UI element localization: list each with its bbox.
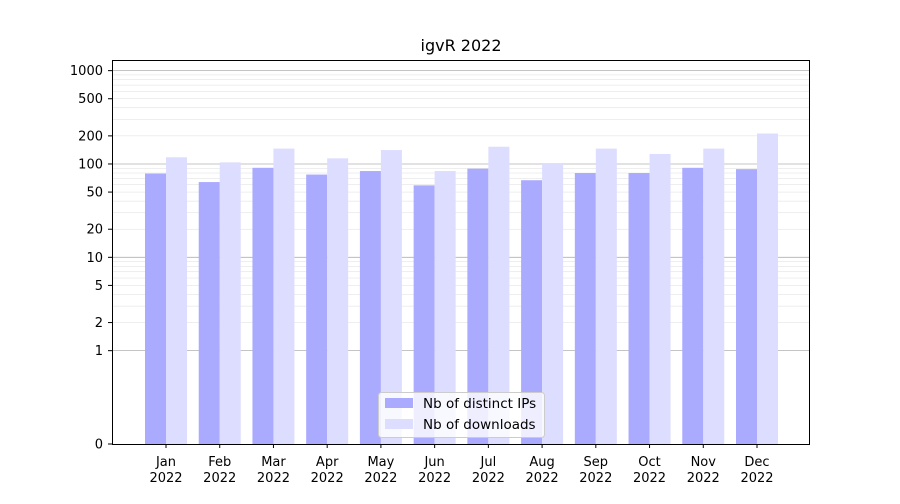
legend: Nb of distinct IPs Nb of downloads xyxy=(378,392,545,438)
x-tick-label-year: 2022 xyxy=(149,471,182,486)
bar-distinct-ips xyxy=(252,167,274,445)
bar-downloads xyxy=(327,158,349,444)
x-tick-label-year: 2022 xyxy=(526,471,559,486)
x-tick-label-month: Sep xyxy=(584,455,609,470)
x-tick-label-year: 2022 xyxy=(687,471,720,486)
plot-frame xyxy=(112,60,810,445)
x-tick-label-month: Apr xyxy=(316,455,339,470)
bars xyxy=(145,133,778,445)
bar-distinct-ips xyxy=(521,180,543,445)
bar-distinct-ips xyxy=(682,167,704,445)
bar-downloads xyxy=(488,146,510,444)
bar-distinct-ips xyxy=(467,168,489,444)
y-tick-label: 10 xyxy=(86,251,103,266)
bar-distinct-ips xyxy=(359,171,381,444)
x-tick-label-month: Dec xyxy=(744,455,769,470)
x-tick-label-year: 2022 xyxy=(472,471,505,486)
legend-label-distinct-ips: Nb of distinct IPs xyxy=(423,396,536,412)
x-tick-label-year: 2022 xyxy=(257,471,290,486)
bar-downloads xyxy=(380,150,402,445)
y-tick-label: 1000 xyxy=(70,64,103,79)
bar-distinct-ips xyxy=(574,173,596,444)
x-tick-label-month: May xyxy=(367,455,394,470)
x-tick-label-month: Oct xyxy=(638,455,660,470)
y-tick-label: 100 xyxy=(78,157,103,172)
bar-distinct-ips xyxy=(628,173,650,444)
bar-downloads xyxy=(649,153,671,444)
bar-distinct-ips xyxy=(198,182,220,445)
y-tick-label: 500 xyxy=(78,92,103,107)
bar-distinct-ips xyxy=(736,169,757,444)
bar-distinct-ips xyxy=(306,174,328,444)
bar-downloads xyxy=(703,148,725,445)
x-tick-label-year: 2022 xyxy=(579,471,612,486)
x-tick-label-month: Nov xyxy=(691,455,717,470)
legend-swatch-distinct-ips xyxy=(385,398,413,408)
bar-distinct-ips xyxy=(413,185,435,444)
x-tick-label-year: 2022 xyxy=(418,471,451,486)
bar-downloads xyxy=(542,163,564,445)
y-tick-label: 1 xyxy=(95,344,103,359)
y-tick-label: 2 xyxy=(95,316,103,331)
legend-box xyxy=(378,392,545,438)
bar-downloads xyxy=(757,133,778,444)
y-tick-label: 5 xyxy=(95,279,103,294)
x-axis-ticks: Jan2022Feb2022Mar2022Apr2022May2022Jun20… xyxy=(149,444,774,486)
y-tick-label: 200 xyxy=(78,129,103,144)
x-tick-label-year: 2022 xyxy=(633,471,666,486)
x-tick-label-month: Feb xyxy=(208,455,231,470)
x-tick-label-month: Mar xyxy=(261,455,286,470)
x-tick-label-month: Jan xyxy=(155,455,176,470)
y-tick-label: 20 xyxy=(86,223,103,238)
y-tick-label: 0 xyxy=(95,438,103,453)
bar-downloads xyxy=(219,162,241,445)
bar-downloads xyxy=(273,148,295,445)
x-tick-label-year: 2022 xyxy=(203,471,236,486)
x-tick-label-month: Jun xyxy=(423,455,444,470)
legend-swatch-downloads xyxy=(385,419,413,429)
bar-distinct-ips xyxy=(145,173,166,445)
bar-downloads xyxy=(166,157,187,444)
x-tick-label-month: Aug xyxy=(529,455,554,470)
x-tick-label-year: 2022 xyxy=(740,471,773,486)
x-tick-label-year: 2022 xyxy=(364,471,397,486)
chart-title: igvR 2022 xyxy=(421,36,502,55)
bar-downloads xyxy=(595,148,617,445)
legend-label-downloads: Nb of downloads xyxy=(423,417,536,433)
bar-downloads xyxy=(434,171,456,444)
y-tick-label: 50 xyxy=(86,186,103,201)
x-tick-label-year: 2022 xyxy=(311,471,344,486)
y-axis-ticks: 0 1 2 5 10 20 50 100 200 500 1000 xyxy=(70,64,112,453)
x-tick-label-month: Jul xyxy=(480,455,497,470)
